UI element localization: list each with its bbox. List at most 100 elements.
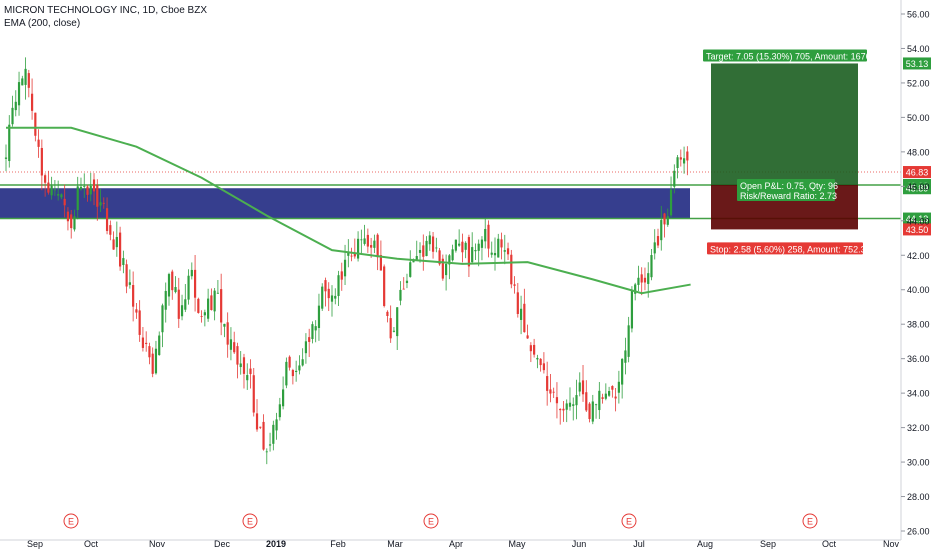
candle-body [197,298,200,313]
candle-body [145,342,148,345]
earnings-marker [242,513,258,529]
candle-body [164,290,167,310]
candle-body [604,393,607,399]
candle-body [57,194,60,196]
candle-body [679,157,682,160]
price-badge-label: 46.83 [906,168,929,178]
candle-body [399,289,402,301]
candle-body [11,107,14,125]
support-band [0,188,690,219]
candle-body [490,252,493,255]
candle-body [272,424,275,444]
price-badge [903,57,931,70]
candle-body [506,248,510,255]
candle-body [44,175,47,183]
price-badge [903,182,931,195]
candle-body [119,232,122,267]
candle-body [327,288,330,299]
candle-body [350,255,353,257]
candle-body [79,186,83,190]
candle-body [53,189,56,191]
candle-body [308,337,311,342]
candle-body [236,346,239,365]
x-tick-label: Jul [633,539,645,549]
x-tick-label: Oct [84,539,99,549]
candle-body [213,290,216,312]
candle-body [435,247,438,249]
candle-body [529,345,532,352]
y-tick-label: 32.00 [907,423,930,433]
y-tick-label: 36.00 [907,354,930,364]
candle-body [50,185,53,196]
candle-body [451,249,454,261]
y-tick-label: 54.00 [907,44,930,54]
x-tick-label: Feb [330,539,346,549]
candle-body [383,266,386,306]
candle-body [591,401,594,422]
candle-body [151,353,154,374]
candle-body [487,224,490,249]
candle-body [229,339,233,350]
pnl-label-text: Open P&L: 0.75, Qty: 96 [740,181,838,191]
target-label-bg [703,49,867,62]
candle-body [282,389,285,407]
earnings-marker [621,513,637,529]
y-tick-label: 38.00 [907,320,930,330]
candle-body [37,139,40,147]
candle-body [539,358,542,366]
pnl-label-bg [737,178,835,201]
y-tick-label: 26.00 [907,527,930,537]
candle-body [239,363,242,368]
earnings-marker-label: E [247,517,253,527]
candle-body [200,316,203,317]
candle-body [210,295,213,311]
stop-label-text: Stop: 2.58 (5.60%) 258, Amount: 752.32 [710,244,871,254]
candle-body [21,78,24,86]
chart-legend: MICRON TECHNOLOGY INC, 1D, Cboe BZX EMA … [4,4,207,30]
candle-body [14,101,17,111]
candle-body [223,323,226,327]
earnings-marker [63,513,79,529]
earnings-marker-label: E [626,517,632,527]
candle-body [627,325,630,357]
candle-body [650,255,653,278]
indicator-title: EMA (200, close) [4,18,81,29]
candle-body [666,216,669,225]
candle-body [663,213,666,225]
candle-body [536,357,539,360]
candle-body [461,241,464,253]
candle-body [125,264,128,287]
candle-body [516,292,519,314]
candle-body [415,256,418,260]
candle-body [510,254,513,285]
candle-body [340,271,343,280]
candle-body [464,242,467,250]
candle-body [233,342,236,353]
x-tick-label: 2019 [266,539,286,549]
candle-body [542,363,545,371]
x-tick-label: Dec [214,539,231,549]
candle-body [614,396,617,399]
candle-body [653,242,656,254]
candle-body [262,421,265,450]
candle-body [409,262,412,277]
x-tick-label: Nov [149,539,166,549]
candle-body [343,259,347,277]
candle-body [477,243,480,251]
candle-body [184,299,187,310]
candle-body [637,277,640,285]
candle-body [141,337,145,348]
candle-body [379,255,382,271]
candle-body [546,376,549,391]
candle-body [158,335,161,356]
candle-body [601,397,604,399]
candle-body [428,235,431,245]
y-tick-label: 50.00 [907,113,930,123]
candle-body [598,390,601,411]
candle-body [484,228,487,242]
candle-body [83,186,86,187]
candle-body [203,312,206,316]
candle-body [441,258,444,279]
